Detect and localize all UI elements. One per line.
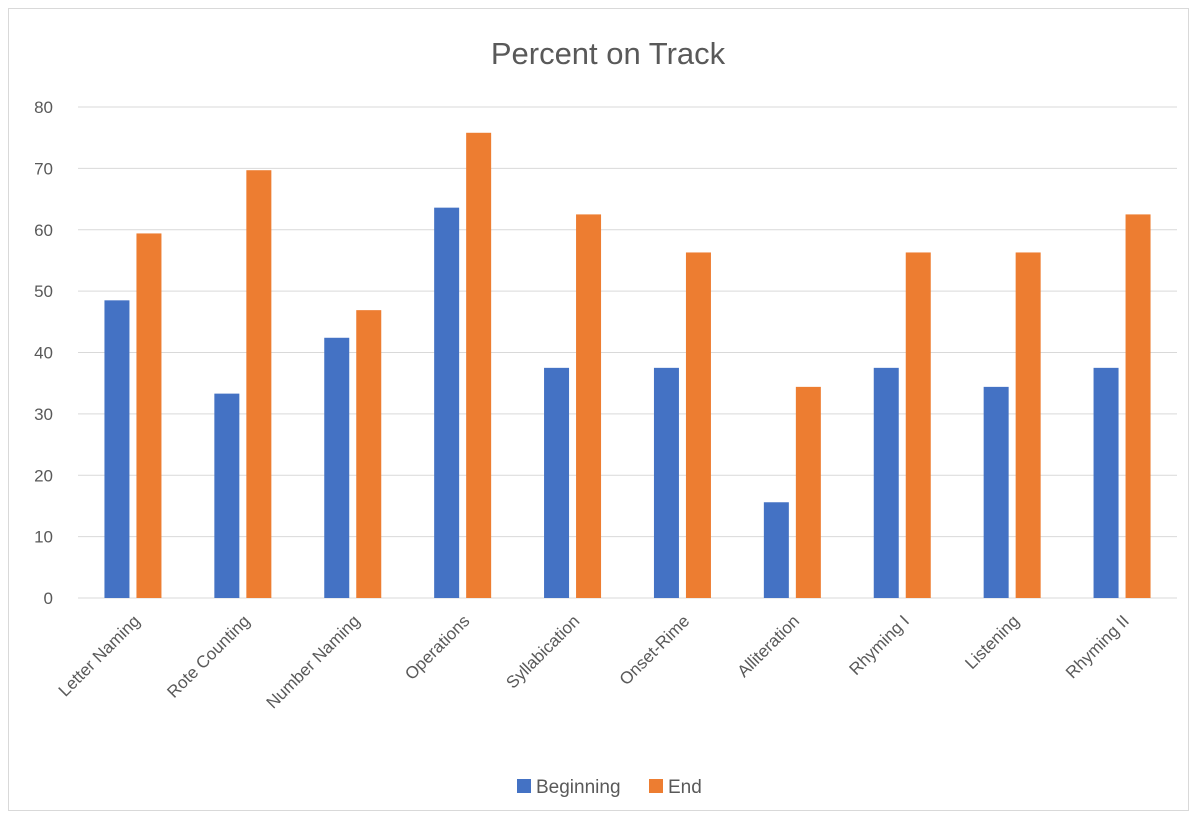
bar-beginning-rote-counting	[214, 393, 240, 598]
bar-beginning-rhyming-i	[873, 367, 899, 598]
gridlines	[78, 106, 1177, 599]
bar-beginning-onset-rime	[653, 367, 679, 598]
legend-swatch-beginning	[517, 779, 531, 793]
bar-beginning-number-naming	[324, 337, 350, 598]
x-category-label: Rote Counting	[163, 611, 253, 701]
bar-beginning-listening	[983, 386, 1009, 598]
legend-label-end: End	[668, 777, 702, 798]
bar-end-rhyming-ii	[1125, 214, 1151, 598]
y-tick-label: 10	[34, 528, 53, 547]
y-tick-label: 0	[44, 589, 53, 608]
bar-beginning-operations	[434, 207, 460, 598]
y-tick-label: 80	[34, 98, 53, 117]
chart-title: Percent on Track	[491, 36, 726, 71]
y-tick-label: 60	[34, 221, 53, 240]
x-category-label: Rhyming I	[846, 611, 914, 679]
y-tick-label: 40	[34, 344, 53, 363]
y-tick-label: 50	[34, 282, 53, 301]
bar-beginning-letter-naming	[104, 300, 130, 598]
bar-beginning-syllabication	[544, 367, 570, 598]
legend-swatch-end	[649, 779, 663, 793]
bar-end-onset-rime	[685, 252, 711, 599]
y-tick-label: 70	[34, 159, 53, 178]
bar-end-rote-counting	[246, 170, 272, 598]
bars	[104, 132, 1151, 599]
legend: Beginning End	[517, 777, 702, 798]
x-axis-labels: Letter Naming Rote Counting Number Naming O…	[55, 611, 1133, 712]
legend-label-beginning: Beginning	[536, 777, 621, 798]
x-category-label: Operations	[401, 611, 473, 683]
x-category-label: Letter Naming	[55, 611, 144, 700]
y-axis-ticks: 0 10 20 30 40 50 60 70 80	[34, 98, 53, 608]
x-category-label: Onset-Rime	[616, 611, 694, 689]
x-category-label: Listening	[961, 611, 1023, 673]
bar-end-alliteration	[795, 386, 821, 598]
bar-end-rhyming-i	[905, 252, 931, 599]
x-category-label: Syllabication	[502, 611, 583, 692]
y-tick-label: 30	[34, 405, 53, 424]
bar-beginning-alliteration	[763, 502, 789, 598]
bar-beginning-rhyming-ii	[1093, 367, 1119, 598]
x-category-label: Alliteration	[734, 611, 804, 681]
bar-end-letter-naming	[136, 233, 162, 598]
y-tick-label: 20	[34, 466, 53, 485]
x-category-label: Rhyming II	[1062, 611, 1133, 682]
bar-end-listening	[1015, 252, 1041, 599]
bar-end-number-naming	[356, 310, 382, 598]
bar-end-operations	[466, 132, 492, 598]
bar-end-syllabication	[576, 214, 602, 598]
x-category-label: Number Naming	[263, 611, 364, 712]
